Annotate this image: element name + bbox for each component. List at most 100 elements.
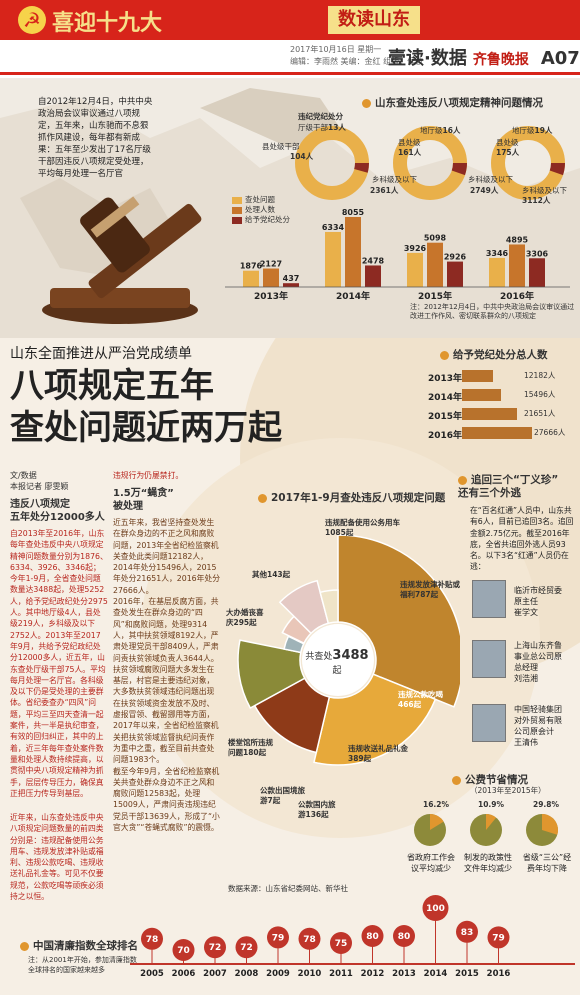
bar-label: 8055 — [342, 208, 365, 217]
page-number: A07 — [540, 48, 580, 69]
col1-text: 自2013年至2016年，山东每年查处违反中央八项规定精神问题数量分别为1876… — [10, 529, 108, 798]
rank-note: 注：从2001年开始，参加清廉指数全球排名的国家越来越多 — [28, 956, 137, 974]
headline: 山东全面推进从严治党成绩单 八项规定五年 查处问题近两万起 — [10, 343, 282, 449]
timeline-year: 2006 — [172, 969, 196, 979]
bar-2015年-处理人数 — [427, 242, 443, 287]
donut1-value2: 104人 — [290, 152, 314, 161]
top-banner: ☭ 喜迎十九大 数读山东 — [0, 0, 580, 40]
person-caption-2: 上海山东齐鲁 事业总公司原 总经理 刘浩湘 — [514, 641, 562, 683]
paper-logo: 齐鲁晚报 — [472, 52, 529, 68]
pie-label-0: 违规配备使用公务用车1085起 — [325, 518, 400, 537]
timeline-value: 75 — [335, 939, 348, 949]
spirit-section-title: 山东查处违反八项规定精神问题情况 — [362, 95, 543, 110]
timeline-value: 70 — [177, 946, 190, 956]
pie-label-3: 违规收送礼品礼金389起 — [348, 744, 408, 763]
timeline-dot-2015 — [456, 920, 478, 943]
bar-2013年-处理人数 — [263, 268, 279, 287]
timeline-value: 79 — [492, 933, 505, 943]
timeline-year: 2012 — [361, 969, 385, 979]
byline-b: 本报记者 廖雯颖 — [10, 482, 69, 491]
punish-title: 给予党纪处分总人数 — [440, 347, 548, 362]
date-line: 2017年10月16日 星期一 — [290, 45, 382, 54]
bar-2015年-给予党纪处分 — [447, 261, 463, 287]
timeline-year: 2008 — [235, 969, 259, 979]
bar-label: 2478 — [362, 256, 385, 265]
bar-2016年-给予党纪处分 — [529, 258, 545, 287]
spirit-note: 注：2012年12月4日，中共中央政治局会议审议通过改进工作作风、密切联系群众的… — [410, 303, 575, 320]
bar-2014年-查处问题 — [325, 231, 341, 287]
pie-label-7: 大办婚丧喜庆295起 — [226, 608, 264, 627]
banner-title: 喜迎十九大 — [52, 11, 163, 36]
savings-subtitle: （2013年至2015年） — [470, 786, 546, 795]
hunt-title: 追回三个“丁义珍” 还有三个外逃 — [458, 474, 559, 499]
timeline-value: 80 — [398, 932, 411, 942]
timeline-year: 2011 — [329, 969, 353, 979]
timeline-year: 2010 — [298, 969, 322, 979]
donut1-label: 厅级干部13人 — [298, 123, 346, 132]
col2-text: 近五年来，我省坚持查处发生在群众身边的不正之风和腐败问题，2013年全省纪检监察… — [113, 518, 221, 833]
savings-slice-0 — [430, 814, 444, 830]
pie-label-5: 公款出国境旅游7起 — [260, 786, 305, 805]
timeline-dot-2006 — [172, 939, 195, 961]
timeline-value: 80 — [366, 932, 379, 942]
editor-line: 编辑：李雨然 美编：金红 组版：侯波 — [290, 57, 424, 66]
timeline-value: 79 — [272, 933, 285, 943]
pie-label-4: 公款国内旅游136起 — [298, 800, 336, 819]
donut3-label3: 乡科级及以下 — [522, 186, 567, 195]
pie-slice-8 — [319, 589, 339, 625]
donut2-value3: 2749人 — [470, 186, 499, 195]
party-emblem-icon: ☭ — [18, 6, 46, 34]
bar-category: 2016年 — [500, 290, 534, 302]
bar-2013年-查处问题 — [243, 270, 259, 287]
pie-slice-1 — [313, 673, 437, 766]
header-rule — [0, 72, 580, 75]
punish-row: 2014年 15496人 — [428, 389, 556, 403]
bullet-icon — [362, 98, 371, 108]
pie-center-label: 共查处 — [305, 652, 333, 662]
person-caption-1: 临沂市经贸委 原主任 崔学文 — [514, 586, 562, 617]
person-caption-3: 中国轻骑集团 对外贸易有限 公司原会计 王清伟 — [514, 705, 562, 747]
timeline-dot-2010 — [298, 927, 321, 950]
bar-label: 3926 — [404, 244, 427, 253]
pie-source: 数据来源：山东省纪委网站、新华社 — [228, 884, 348, 893]
sav-cap-1: 制发的政策性 文件年均减少 — [464, 853, 512, 873]
spirit-donuts — [295, 126, 565, 200]
timeline-value: 78 — [146, 935, 159, 945]
savings-title: 公费节省情况 — [452, 772, 528, 787]
timeline-dot-2005 — [141, 927, 163, 950]
bar-label: 3346 — [486, 249, 509, 258]
spirit-legend: 查处问题 处理人数 给予党纪处分 — [232, 195, 290, 225]
timeline-value: 100 — [426, 904, 445, 914]
pie-label-8: 其他143起 — [252, 570, 291, 579]
pie-slice-0 — [337, 534, 460, 708]
pie-label-6: 楼堂馆所违规问题180起 — [228, 738, 273, 757]
punish-row: 2015年 21651人 — [428, 408, 556, 422]
donut1-label2: 县处级干部 — [262, 142, 300, 151]
timeline-year: 2016 — [487, 969, 511, 979]
timeline-year: 2009 — [266, 969, 290, 979]
col2-lead: 违规行为仍屡禁打。 — [113, 471, 184, 480]
headline-sub: 山东全面推进从严治党成绩单 — [10, 346, 192, 362]
byline: 文/数据 本报记者 廖雯颖 — [10, 470, 69, 492]
legend-item: 查处问题 — [232, 195, 290, 205]
legend-item: 处理人数 — [232, 205, 290, 215]
gavel-icon — [42, 196, 202, 324]
donut3-label2: 县处级 — [496, 138, 519, 147]
pie-slice-7 — [278, 579, 330, 635]
donut-head: 违纪党纪处分 — [298, 112, 343, 121]
timeline-dot-2012 — [361, 925, 384, 947]
timeline-dot-2016 — [487, 926, 510, 949]
timeline-dot-2009 — [267, 926, 289, 949]
donut1-label3: 乡科级及以下 — [372, 175, 417, 184]
byline-a: 文/数据 — [10, 471, 37, 480]
donut3-label: 地厅级19人 — [512, 126, 553, 135]
pie-chart — [237, 534, 460, 766]
timeline-year: 2005 — [140, 969, 164, 979]
pie-label-1: 违规发放津补贴或福利787起 — [400, 580, 460, 599]
col2-head: 1.5万“蝇贪” 被处理 — [113, 488, 174, 512]
timeline-value: 72 — [240, 943, 253, 953]
timeline-year: 2015 — [455, 969, 479, 979]
savings-pies — [414, 814, 558, 846]
bar-2015年-查处问题 — [407, 252, 423, 287]
